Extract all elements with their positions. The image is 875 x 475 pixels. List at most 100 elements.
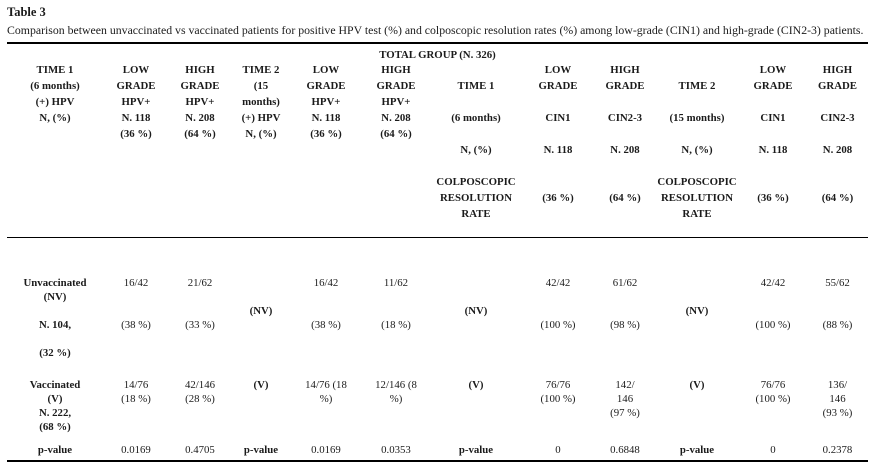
unvaccinated-t2-cin2-3-value: 55/62 (88 %) [807, 276, 868, 360]
cell-line [595, 290, 655, 304]
cell-line: (64 %) [821, 192, 854, 204]
cell-line [595, 304, 655, 318]
cell-line: RESOLUTION [661, 192, 733, 204]
cell-line: 12/146 (8 [375, 379, 417, 391]
cell-line: 76/76 [545, 379, 571, 391]
cell-line: 42/42 [760, 277, 786, 289]
cell-line [655, 290, 739, 304]
cell-line [7, 304, 103, 318]
cell-line: months) [242, 96, 280, 108]
cell-line: TIME 1 [36, 64, 74, 76]
unvaccinated-t2-cin1-value: 42/42 (100 %) [739, 276, 807, 360]
cell-line: (100 %) [755, 319, 791, 331]
cell-line: (15 [253, 80, 269, 92]
cell-line: (36 %) [542, 192, 574, 204]
unvaccinated-t1-cin1-value: 42/42 (100 %) [521, 276, 595, 360]
cell-line: GRADE [306, 80, 346, 92]
vaccinated-t2-high-hpv-value: 12/146 (8%) [361, 378, 431, 434]
cell-line: 21/62 [187, 277, 213, 289]
table-title: Table 3 [7, 5, 46, 19]
cell-line [807, 304, 868, 318]
table-body: Unvaccinated (NV) N. 104, (32 %) 16/42 (3… [7, 237, 868, 462]
cell-line: N. 104, [38, 319, 72, 331]
cell-line: N. 208 [185, 112, 215, 124]
cell-line [231, 290, 291, 304]
cell-line [807, 158, 868, 174]
cell-line: Unvaccinated [23, 277, 87, 289]
cell-line: (33 %) [185, 319, 215, 331]
cell-line [103, 304, 169, 318]
cell-line: RESOLUTION [440, 192, 512, 204]
vaccinated-t2-cin1-value: 76/76 (100 %) [739, 378, 807, 434]
vaccinated-t1-resolution-label: (V) [431, 378, 521, 434]
cell-line: CIN2-3 [820, 112, 855, 124]
cell-line: 76/76 [760, 379, 786, 391]
p-value-t2-low-hpv: 0.0169 [311, 444, 341, 456]
cell-line: HIGH [610, 64, 640, 76]
cell-line: TIME 2 [678, 80, 716, 92]
cell-line [7, 332, 103, 346]
cell-line: TIME 2 [242, 64, 280, 76]
cell-line: (V) [253, 379, 269, 391]
cell-line: TIME 1 [457, 80, 495, 92]
unvaccinated-t2-high-hpv-value: 11/62 (18 %) [361, 276, 431, 360]
cell-line: HPV+ [121, 96, 151, 108]
cell-line [655, 62, 739, 78]
cell-line [739, 158, 807, 174]
cell-line [361, 304, 431, 318]
cell-line: N, (%) [39, 112, 71, 124]
cell-line: GRADE [605, 80, 645, 92]
cell-line [655, 158, 739, 174]
cell-line: COLPOSCOPIC [657, 176, 737, 188]
cell-line: N. 208 [381, 112, 411, 124]
cell-line: 14/76 [123, 379, 149, 391]
cell-line: (18 %) [381, 319, 411, 331]
cell-line: 146 [829, 393, 846, 405]
cell-line: 16/42 [123, 277, 149, 289]
cell-line: %) [319, 393, 333, 405]
cell-line: N, (%) [460, 144, 492, 156]
cell-line: (28 %) [185, 393, 215, 405]
cell-line: (36 %) [310, 128, 342, 140]
cell-line: GRADE [753, 80, 793, 92]
unvaccinated-t1-high-hpv-value: 21/62 (33 %) [169, 276, 231, 360]
cell-line: GRADE [116, 80, 156, 92]
cell-line [361, 290, 431, 304]
cell-line: (100 %) [540, 319, 576, 331]
cell-line: (NV) [685, 305, 709, 317]
cell-line: N. 118 [311, 112, 341, 124]
p-value-label-4: p-value [679, 444, 715, 456]
cell-line: (98 %) [610, 319, 640, 331]
vaccinated-row: Vaccinated (V) N. 222, (68 %) 14/76 (18 %) 4… [7, 378, 868, 434]
cell-line: N. 208 [610, 144, 640, 156]
header-time1-hpv: TIME 1 (6 months) (+) HPV N, (%) [7, 62, 103, 222]
cell-line: GRADE [180, 80, 220, 92]
cell-line: N. 208 [822, 144, 853, 156]
cell-line: (15 months) [669, 112, 725, 124]
cell-line: N. 118 [758, 144, 788, 156]
cell-line: (64 %) [380, 128, 412, 140]
unvaccinated-t2-resolution-label: (NV) [655, 276, 739, 360]
unvaccinated-row-label: Unvaccinated (NV) N. 104, (32 %) [7, 276, 103, 360]
cell-line [807, 290, 868, 304]
cell-line: 142/ [615, 379, 635, 391]
cell-line [431, 290, 521, 304]
cell-line [431, 94, 521, 110]
cell-line: HIGH [185, 64, 215, 76]
cell-line [655, 126, 739, 142]
cell-line: (+) HPV [241, 112, 281, 124]
cell-line [431, 276, 521, 290]
cell-line: 11/62 [383, 277, 409, 289]
unvaccinated-t1-cin2-3-value: 61/62 (98 %) [595, 276, 655, 360]
cell-line: (93 %) [822, 407, 853, 419]
cell-line: (V) [47, 393, 63, 405]
cell-line [655, 94, 739, 110]
cell-line [595, 174, 655, 190]
unvaccinated-t2-label: (NV) [231, 276, 291, 360]
cell-line: (6 months) [30, 80, 80, 92]
cell-line: 14/76 (18 [305, 379, 347, 391]
cell-line: (32 %) [39, 347, 71, 359]
cell-line: LOW [544, 64, 572, 76]
header-time1-low-grade-cin1: LOW GRADE CIN1 N. 118 (36 %) [521, 62, 595, 222]
cell-line: RATE [682, 208, 712, 220]
